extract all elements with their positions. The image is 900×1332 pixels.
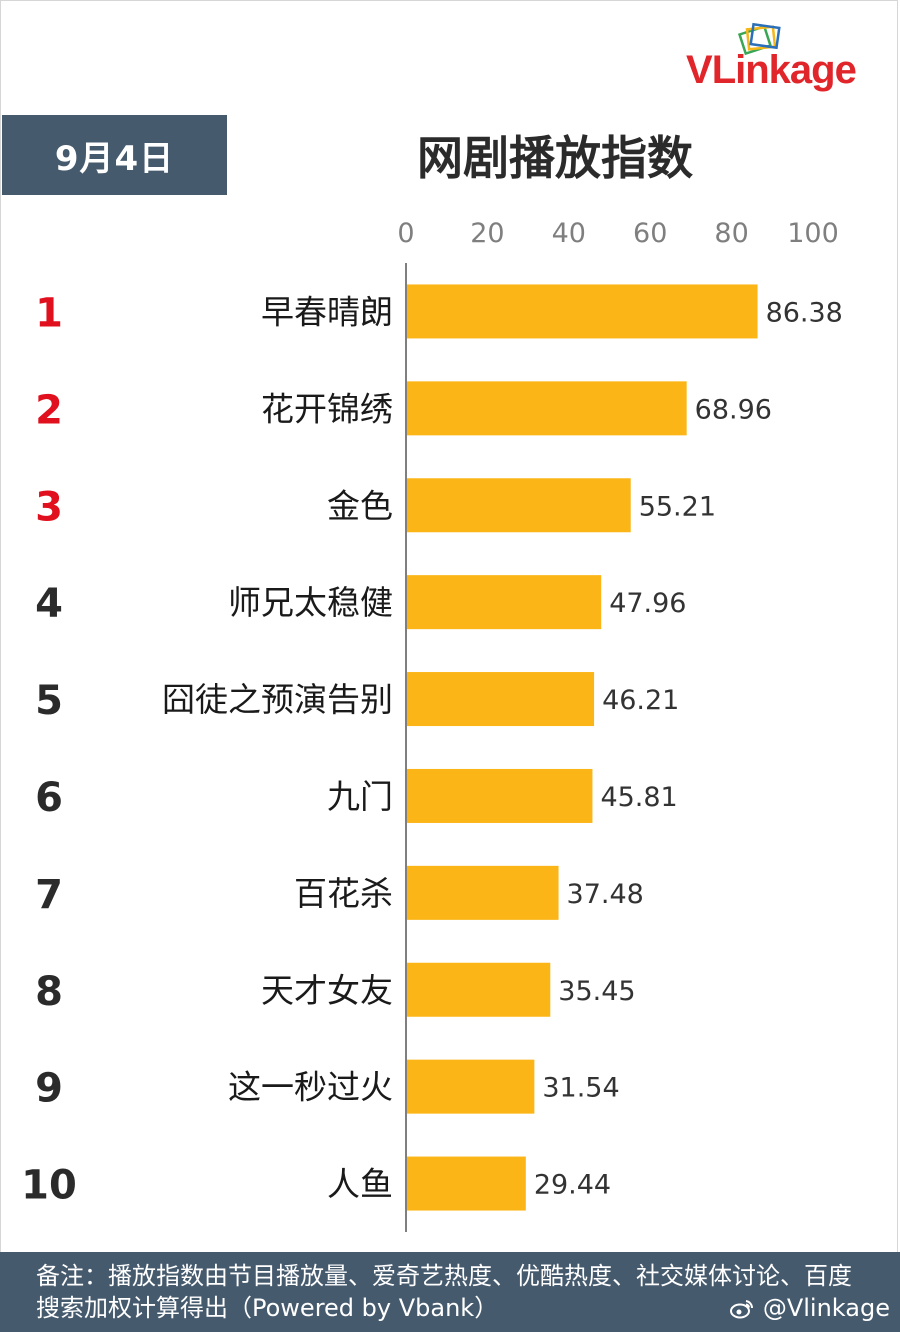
vlinkage-logo: VLinkage xyxy=(682,18,892,98)
rank-number: 7 xyxy=(35,872,63,918)
data-label: 45.81 xyxy=(600,782,677,813)
rank-number: 5 xyxy=(35,678,63,724)
data-label: 47.96 xyxy=(609,588,686,619)
bar xyxy=(407,381,687,436)
x-tick-label: 60 xyxy=(633,218,667,249)
rank-number: 4 xyxy=(35,581,63,627)
data-label: 29.44 xyxy=(534,1170,611,1201)
x-tick-label: 80 xyxy=(714,218,748,249)
x-tick-label: 0 xyxy=(397,218,414,249)
bar-chart: 0 20 40 60 80 100 86.38 早春晴朗 1 68.96 花开锦绣 2 55.21 金色 3… xyxy=(21,218,843,1232)
category-label: 师兄太稳健 xyxy=(228,583,393,622)
bar xyxy=(407,865,559,920)
x-tick-label: 40 xyxy=(552,218,586,249)
date-badge: 9月4日 xyxy=(2,115,227,195)
chart-title: 网剧播放指数 xyxy=(417,131,693,185)
logo-wordmark: VLinkage xyxy=(686,48,857,92)
footer-note: 备注：播放指数由节目播放量、爱奇艺热度、优酷热度、社交媒体讨论、百度搜索加权计算… xyxy=(36,1262,852,1322)
x-tick-label: 100 xyxy=(787,218,839,249)
rank-number: 8 xyxy=(35,969,63,1015)
category-label: 金色 xyxy=(327,486,393,525)
category-label: 九门 xyxy=(327,777,393,816)
rank-number: 2 xyxy=(35,387,63,433)
footer-panel: 备注：播放指数由节目播放量、爱奇艺热度、优酷热度、社交媒体讨论、百度搜索加权计算… xyxy=(0,1252,900,1332)
rank-number: 1 xyxy=(35,290,63,336)
category-label: 花开锦绣 xyxy=(261,389,393,428)
category-label: 早春晴朗 xyxy=(261,292,393,331)
bar xyxy=(407,575,602,630)
bar xyxy=(407,284,758,339)
category-label: 百花杀 xyxy=(294,874,393,913)
bar xyxy=(407,962,551,1017)
category-label: 人鱼 xyxy=(327,1165,393,1204)
category-label: 这一秒过火 xyxy=(228,1068,393,1107)
data-label: 37.48 xyxy=(567,879,644,910)
rank-number: 6 xyxy=(35,775,63,821)
data-label: 46.21 xyxy=(602,685,679,716)
bar xyxy=(407,1059,535,1114)
rank-number: 10 xyxy=(21,1163,77,1209)
x-tick-label: 20 xyxy=(470,218,504,249)
weibo-handle[interactable]: @Vlinkage xyxy=(729,1294,890,1322)
category-label: 天才女友 xyxy=(261,971,393,1010)
bar xyxy=(407,1156,526,1211)
bar xyxy=(407,478,631,533)
weibo-icon xyxy=(730,1300,754,1319)
data-label: 86.38 xyxy=(766,297,843,328)
weibo-handle-text: @Vlinkage xyxy=(762,1294,890,1322)
data-label: 35.45 xyxy=(558,976,635,1007)
data-label: 68.96 xyxy=(695,394,772,425)
date-label: 9月4日 xyxy=(54,138,175,179)
data-label: 55.21 xyxy=(639,491,716,522)
logo-cards-icon xyxy=(737,22,781,56)
bar xyxy=(407,768,593,823)
bar xyxy=(407,672,595,727)
data-label: 31.54 xyxy=(542,1073,619,1104)
category-label: 囧徒之预演告别 xyxy=(162,680,393,719)
rank-number: 9 xyxy=(35,1066,63,1112)
rank-number: 3 xyxy=(35,484,63,530)
